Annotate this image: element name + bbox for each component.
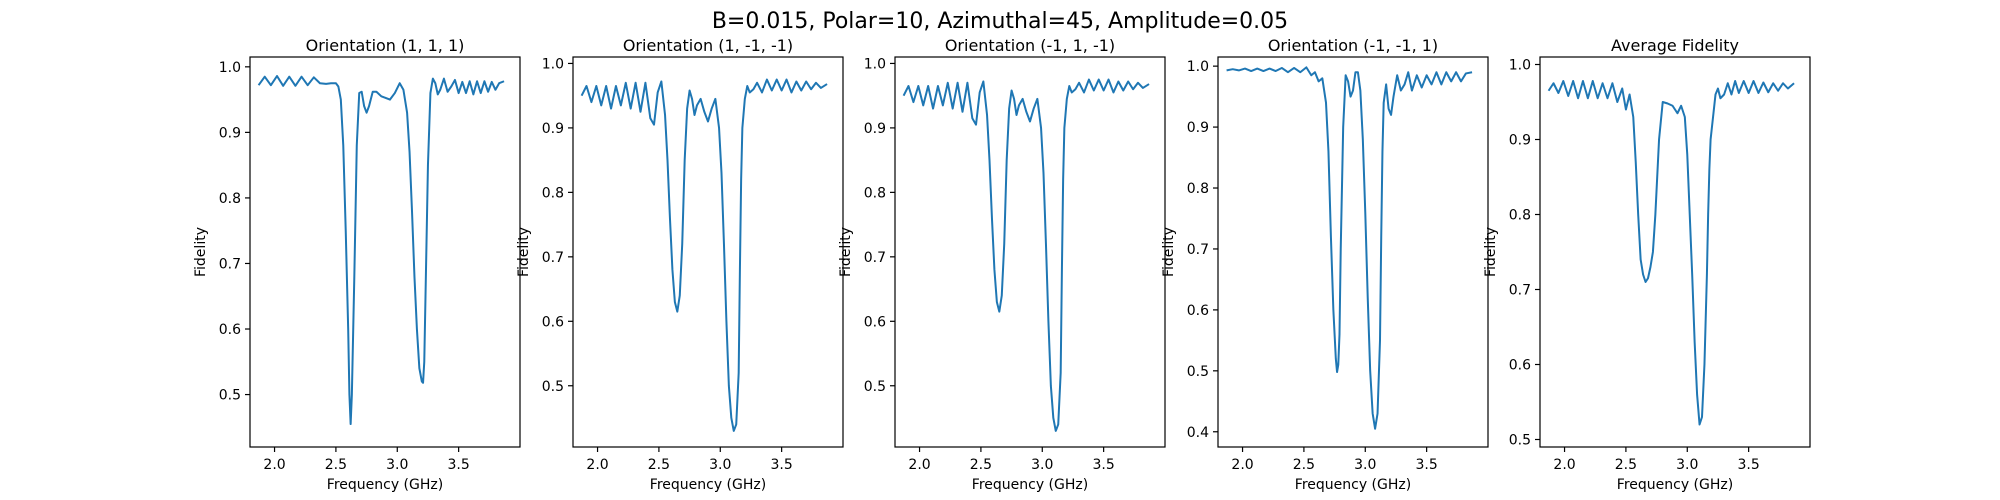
y-tick-label: 0.5: [219, 388, 241, 404]
subplot-title: Orientation (-1, 1, -1): [945, 36, 1115, 55]
axes-frame: [1539, 56, 1811, 448]
y-tick-label: 0.5: [864, 379, 886, 395]
axes-frame: [572, 56, 844, 448]
x-tick-label: 3.5: [771, 457, 793, 473]
subplot-title: Orientation (-1, -1, 1): [1268, 36, 1438, 55]
y-tick-label: 0.6: [1187, 303, 1209, 319]
y-tick-label: 0.9: [542, 121, 564, 137]
y-tick-label: 0.6: [542, 314, 564, 330]
x-tick-label: 3.0: [709, 457, 731, 473]
subplot-3: 2.0 2.5 3.0 3.5 0.5 0.6 0.7 0.8 0.9 1.0 Orientatio…: [838, 36, 1166, 493]
subplot-4: 2.0 2.5 3.0 3.5 0.4 0.5 0.6 0.7 0.8 0.9 1.0 Orienta…: [1161, 36, 1489, 493]
subplot-title: Orientation (1, 1, 1): [306, 36, 465, 55]
x-tick-label: 2.0: [586, 457, 608, 473]
subplot-5: 2.0 2.5 3.0 3.5 0.5 0.6 0.7 0.8 0.9 1.0 Average Fi…: [1483, 36, 1811, 493]
y-tick-label: 0.7: [1187, 242, 1209, 258]
x-axis-label: Frequency (GHz): [1617, 477, 1733, 493]
y-tick-label: 1.0: [1187, 59, 1209, 75]
y-tick-label: 1.0: [219, 60, 241, 76]
series-line: [580, 78, 828, 432]
y-tick-label: 1.0: [1509, 58, 1531, 74]
y-tick-label: 0.9: [1509, 133, 1531, 149]
series-line: [1226, 66, 1473, 430]
x-tick-label: 2.0: [263, 457, 285, 473]
subplot-title: Orientation (1, -1, -1): [623, 36, 793, 55]
x-axis-label: Frequency (GHz): [327, 477, 443, 493]
y-tick-label: 0.4: [1187, 425, 1209, 441]
x-axis-label: Frequency (GHz): [650, 477, 766, 493]
y-tick-label: 0.7: [219, 256, 241, 272]
x-tick-label: 2.0: [1231, 457, 1253, 473]
y-tick-label: 0.8: [1187, 181, 1209, 197]
y-tick-label: 0.8: [1509, 208, 1531, 224]
x-tick-label: 2.5: [1615, 457, 1637, 473]
x-tick-label: 2.5: [325, 457, 347, 473]
x-tick-label: 2.5: [1293, 457, 1315, 473]
y-tick-label: 0.7: [542, 250, 564, 266]
x-tick-label: 3.5: [1416, 457, 1438, 473]
figure-suptitle: B=0.015, Polar=10, Azimuthal=45, Amplitu…: [712, 9, 1288, 34]
subplots-container: 2.0 2.5 3.0 3.5 0.5 0.6 0.7 0.8 0.9 1.0 Orientatio…: [193, 36, 1811, 493]
x-tick-label: 2.5: [970, 457, 992, 473]
x-tick-label: 2.5: [648, 457, 670, 473]
y-tick-label: 0.5: [542, 379, 564, 395]
y-axis-label: Fidelity: [838, 227, 854, 277]
x-tick-label: 3.0: [386, 457, 408, 473]
axes-frame: [894, 56, 1166, 448]
y-tick-label: 0.5: [1509, 433, 1531, 449]
y-tick-label: 0.6: [864, 314, 886, 330]
y-axis-label: Fidelity: [1483, 227, 1499, 277]
x-axis-label: Frequency (GHz): [1295, 477, 1411, 493]
y-tick-label: 0.7: [1509, 283, 1531, 299]
y-tick-label: 0.8: [219, 191, 241, 207]
y-tick-label: 0.8: [542, 185, 564, 201]
y-tick-label: 1.0: [864, 56, 886, 72]
x-tick-label: 2.0: [908, 457, 930, 473]
x-tick-label: 3.0: [1031, 457, 1053, 473]
y-tick-label: 0.6: [1509, 358, 1531, 374]
axes-frame: [1217, 56, 1489, 448]
y-tick-label: 1.0: [542, 56, 564, 72]
y-tick-label: 0.5: [1187, 364, 1209, 380]
y-tick-label: 0.7: [864, 250, 886, 266]
series-line: [257, 75, 505, 426]
x-tick-label: 3.5: [448, 457, 470, 473]
y-tick-label: 0.8: [864, 185, 886, 201]
y-tick-label: 0.9: [219, 125, 241, 141]
subplot-1: 2.0 2.5 3.0 3.5 0.5 0.6 0.7 0.8 0.9 1.0 Orientatio…: [193, 36, 521, 493]
y-tick-label: 0.6: [219, 322, 241, 338]
series-line: [902, 78, 1150, 432]
subplot-2: 2.0 2.5 3.0 3.5 0.5 0.6 0.7 0.8 0.9 1.0 Orientatio…: [516, 36, 844, 493]
axes-frame: [249, 56, 521, 448]
series-line: [1547, 80, 1795, 426]
x-tick-label: 3.5: [1738, 457, 1760, 473]
x-tick-label: 2.0: [1553, 457, 1575, 473]
x-tick-label: 3.0: [1676, 457, 1698, 473]
y-axis-label: Fidelity: [1161, 227, 1177, 277]
x-axis-label: Frequency (GHz): [972, 477, 1088, 493]
x-tick-label: 3.0: [1354, 457, 1376, 473]
y-tick-label: 0.9: [864, 121, 886, 137]
y-axis-label: Fidelity: [516, 227, 532, 277]
y-tick-label: 0.9: [1187, 120, 1209, 136]
x-tick-label: 3.5: [1093, 457, 1115, 473]
y-axis-label: Fidelity: [193, 227, 209, 277]
subplot-title: Average Fidelity: [1611, 36, 1739, 55]
